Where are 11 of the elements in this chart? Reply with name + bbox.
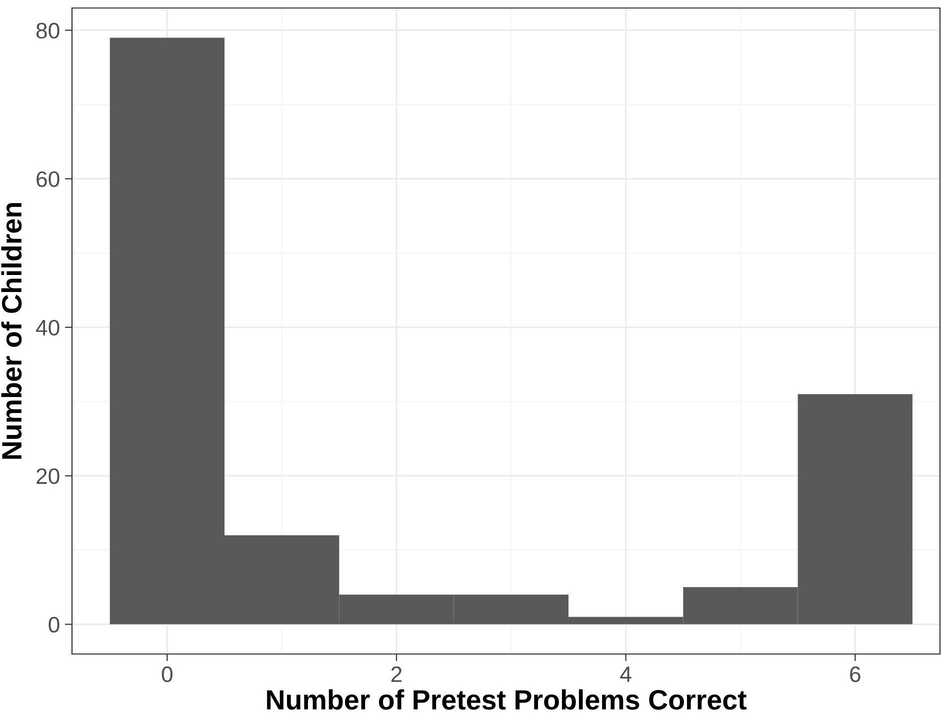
y-tick-label: 40 (36, 320, 60, 336)
x-tick-label: 6 (850, 666, 860, 682)
x-axis-title: Number of Pretest Problems Correct (267, 689, 746, 710)
y-tick-label: 0 (48, 616, 60, 633)
x-tick-label: 0 (162, 666, 172, 682)
y-tick-label: 20 (36, 468, 60, 484)
x-tick-label: 2 (391, 666, 402, 682)
y-axis-title: Number of Children (1, 203, 22, 459)
y-tick-label: 60 (36, 171, 60, 188)
y-tick-label: 80 (36, 22, 60, 39)
x-tick-label: 4 (620, 666, 632, 682)
